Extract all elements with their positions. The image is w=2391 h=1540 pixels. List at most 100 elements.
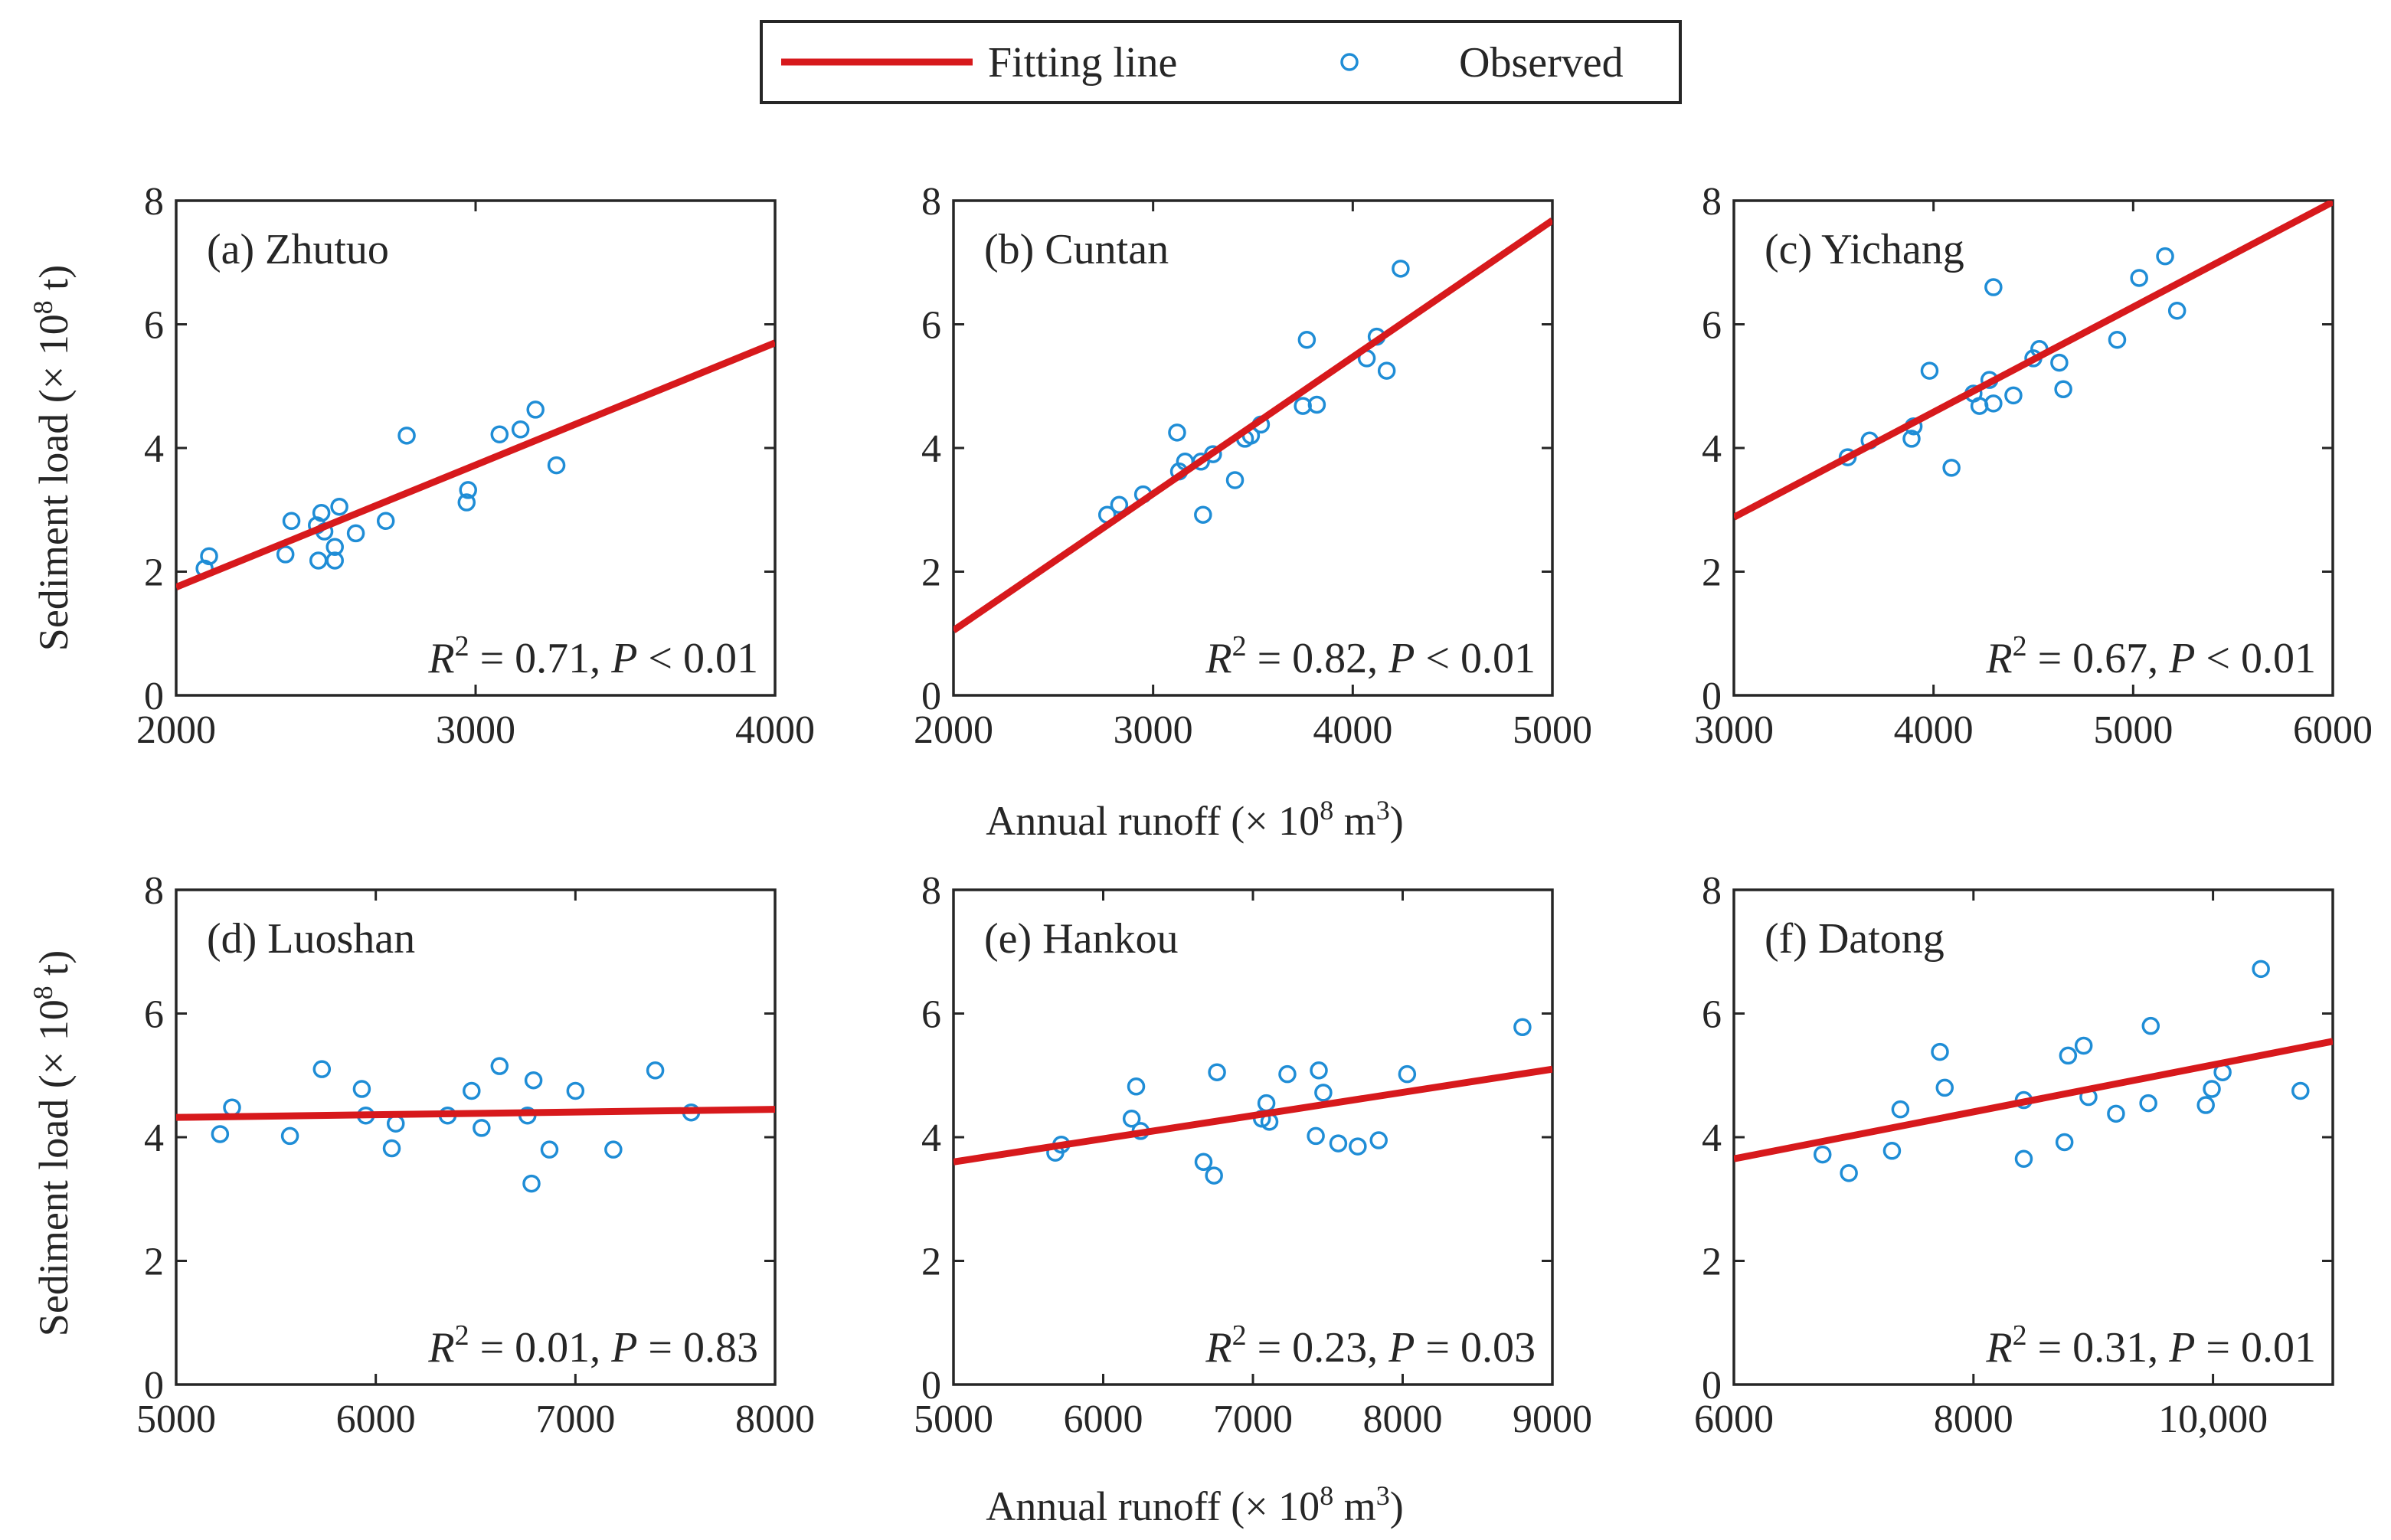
observed-point bbox=[312, 1060, 332, 1078]
stats-part: 2 bbox=[455, 1319, 469, 1352]
y-tick-label: 8 bbox=[144, 180, 164, 224]
x-axis-label-bottom: Annual runoff (× 108 m3) bbox=[986, 1480, 1403, 1529]
observed-point bbox=[325, 551, 344, 570]
x-tick-label: 5000 bbox=[1513, 708, 1592, 752]
y-tick-label: 6 bbox=[1702, 993, 1722, 1037]
observed-point bbox=[1942, 459, 1961, 477]
observed-point bbox=[1931, 1042, 1949, 1061]
stats-part: = 0.23, bbox=[1247, 1324, 1389, 1372]
observed-point bbox=[547, 456, 566, 475]
observed-point bbox=[1314, 1084, 1333, 1102]
plot-frame bbox=[1732, 888, 2334, 1386]
stats-part: 2 bbox=[2013, 630, 2027, 662]
fitting-line bbox=[953, 1065, 1552, 1166]
y-axis-label-top: Sediment load (× 108 t) bbox=[28, 265, 77, 651]
observed-point bbox=[2141, 1016, 2160, 1035]
plot-frame bbox=[1732, 199, 2334, 697]
y-tick-label: 4 bbox=[921, 427, 941, 471]
x-label-sup2: 3 bbox=[1376, 795, 1390, 826]
observed-point bbox=[566, 1081, 585, 1100]
y-tick-label: 0 bbox=[144, 1364, 164, 1408]
panel-title: (f) Datong bbox=[1765, 915, 1945, 963]
y-tick-label: 4 bbox=[144, 1117, 164, 1160]
y-tick-label: 0 bbox=[921, 675, 941, 718]
observed-point bbox=[1194, 1153, 1213, 1172]
stats-annotation: R2 = 0.82, P < 0.01 bbox=[1205, 630, 1536, 682]
stats-part: R bbox=[1985, 635, 2012, 682]
stats-annotation: R2 = 0.71, P < 0.01 bbox=[427, 630, 758, 682]
observed-point bbox=[352, 1080, 371, 1098]
fitting-line bbox=[1734, 201, 2333, 521]
observed-point bbox=[646, 1061, 665, 1080]
observed-point bbox=[1122, 1110, 1141, 1128]
observed-point bbox=[1369, 1131, 1388, 1149]
stats-part: = 0.83 bbox=[637, 1324, 758, 1372]
panel-title: (e) Hankou bbox=[984, 915, 1178, 963]
x-tick-label: 8000 bbox=[735, 1398, 815, 1441]
x-tick-label: 2000 bbox=[914, 708, 993, 752]
x-tick-label: 6000 bbox=[1064, 1398, 1143, 1441]
observed-point bbox=[522, 1174, 541, 1193]
stats-part: 2 bbox=[1232, 630, 1247, 662]
y-tick-label: 4 bbox=[1702, 427, 1722, 471]
observed-point bbox=[282, 512, 301, 531]
x-tick-label: 9000 bbox=[1513, 1398, 1592, 1441]
observed-point bbox=[1194, 505, 1212, 524]
x-tick-label: 4000 bbox=[1313, 708, 1392, 752]
x-tick-label: 8000 bbox=[1934, 1398, 2013, 1441]
stats-annotation: R2 = 0.01, P = 0.83 bbox=[427, 1319, 758, 1372]
stats-part: P bbox=[610, 1324, 637, 1372]
x-tick-label: 2000 bbox=[136, 708, 216, 752]
stats-part: R bbox=[427, 1324, 454, 1372]
stats-part: R bbox=[1205, 635, 1231, 682]
x-label-sup2: 3 bbox=[1376, 1480, 1390, 1511]
y-tick-label: 6 bbox=[1702, 304, 1722, 348]
observed-point bbox=[1920, 361, 1939, 380]
y-tick-label: 2 bbox=[1702, 1241, 1722, 1284]
observed-point bbox=[1377, 361, 1396, 380]
observed-point bbox=[490, 1057, 509, 1075]
observed-point bbox=[490, 425, 509, 443]
stats-part: R bbox=[1205, 1324, 1231, 1372]
stats-part: P bbox=[2168, 635, 2195, 682]
observed-point bbox=[2014, 1149, 2033, 1169]
x-tick-label: 3000 bbox=[1694, 708, 1774, 752]
stats-part: R bbox=[1985, 1324, 2012, 1372]
y-tick-label: 6 bbox=[921, 993, 941, 1037]
fit-line-group bbox=[953, 1065, 1552, 1166]
observed-point bbox=[1902, 430, 1921, 448]
stats-annotation: R2 = 0.31, P = 0.01 bbox=[1985, 1319, 2316, 1372]
observed-point bbox=[2004, 386, 2023, 405]
observed-point bbox=[325, 538, 344, 556]
stats-part: = 0.03 bbox=[1415, 1324, 1536, 1372]
x-tick-label: 4000 bbox=[735, 708, 815, 752]
x-tick-label: 5000 bbox=[914, 1398, 993, 1441]
observed-point bbox=[1838, 448, 1857, 466]
stats-part: = 0.01 bbox=[2195, 1324, 2316, 1372]
y-label-suffix: t) bbox=[31, 950, 77, 986]
y-tick-label: 0 bbox=[144, 675, 164, 718]
stats-part: 2 bbox=[2013, 1319, 2027, 1352]
observed-point bbox=[2074, 1036, 2093, 1055]
fit-line-group bbox=[1734, 1038, 2333, 1162]
observed-point bbox=[511, 420, 530, 439]
x-label-prefix: Annual runoff (× 10 bbox=[986, 1483, 1320, 1529]
x-tick-label: 5000 bbox=[2093, 708, 2173, 752]
y-tick-label: 0 bbox=[1702, 1364, 1722, 1408]
stats-part: = 0.71, bbox=[469, 635, 612, 682]
panel-title: (b) Cuntan bbox=[984, 226, 1169, 273]
y-tick-label: 2 bbox=[921, 1241, 941, 1284]
observed-point bbox=[1891, 1100, 1910, 1119]
x-label-mid: m bbox=[1333, 1483, 1376, 1529]
observed-point bbox=[2203, 1080, 2221, 1098]
y-label-prefix: Sediment load (× 10 bbox=[31, 314, 77, 651]
y-tick-label: 8 bbox=[144, 869, 164, 913]
y-tick-label: 8 bbox=[921, 180, 941, 224]
x-tick-label: 8000 bbox=[1363, 1398, 1443, 1441]
x-tick-label: 6000 bbox=[1694, 1398, 1774, 1441]
panel-title: (c) Yichang bbox=[1765, 226, 1964, 273]
stats-part: = 0.01, bbox=[469, 1324, 612, 1372]
